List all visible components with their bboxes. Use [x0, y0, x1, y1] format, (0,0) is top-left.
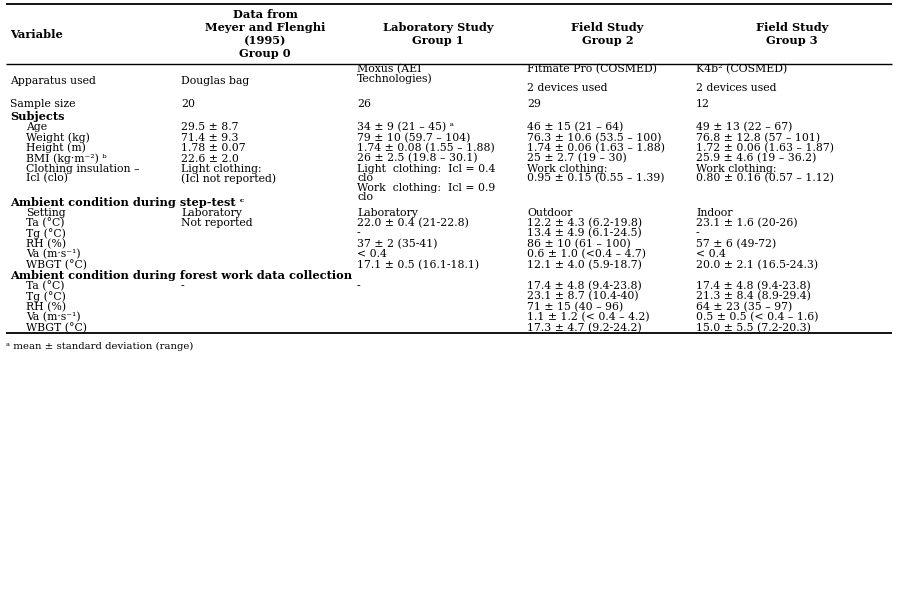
Text: 46 ± 15 (21 – 64): 46 ± 15 (21 – 64) [527, 122, 623, 132]
Text: Icl (clo): Icl (clo) [26, 173, 68, 184]
Text: 23.1 ± 1.6 (20-26): 23.1 ± 1.6 (20-26) [696, 218, 797, 228]
Text: Tg (°C): Tg (°C) [26, 291, 66, 302]
Text: Data from
Meyer and Flenghi
(1995)
Group 0: Data from Meyer and Flenghi (1995) Group… [205, 9, 325, 59]
Text: WBGT (°C): WBGT (°C) [26, 259, 87, 271]
Text: < 0.4: < 0.4 [357, 250, 387, 259]
Text: Douglas bag: Douglas bag [181, 76, 250, 86]
Text: 22.6 ± 2.0: 22.6 ± 2.0 [181, 154, 239, 163]
Text: Light clothing:: Light clothing: [181, 164, 261, 174]
Text: Va (m·s⁻¹): Va (m·s⁻¹) [26, 249, 81, 259]
Text: 21.3 ± 8.4 (8.9-29.4): 21.3 ± 8.4 (8.9-29.4) [696, 291, 811, 302]
Text: 20: 20 [181, 99, 195, 110]
Text: -: - [696, 228, 700, 239]
Text: Laboratory: Laboratory [181, 207, 242, 218]
Text: 29.5 ± 8.7: 29.5 ± 8.7 [181, 122, 239, 132]
Text: 1.74 ± 0.06 (1.63 – 1.88): 1.74 ± 0.06 (1.63 – 1.88) [527, 143, 665, 153]
Text: 86 ± 10 (61 – 100): 86 ± 10 (61 – 100) [527, 239, 630, 249]
Text: 71.4 ± 9.3: 71.4 ± 9.3 [181, 133, 239, 143]
Text: 20.0 ± 2.1 (16.5-24.3): 20.0 ± 2.1 (16.5-24.3) [696, 259, 818, 270]
Text: 25.9 ± 4.6 (19 – 36.2): 25.9 ± 4.6 (19 – 36.2) [696, 154, 816, 163]
Text: K4b² (COSMED): K4b² (COSMED) [696, 64, 788, 75]
Text: 1.78 ± 0.07: 1.78 ± 0.07 [181, 143, 246, 153]
Text: BMI (kg·m⁻²) ᵇ: BMI (kg·m⁻²) ᵇ [26, 153, 107, 164]
Text: 23.1 ± 8.7 (10.4-40): 23.1 ± 8.7 (10.4-40) [527, 291, 638, 302]
Text: Subjects: Subjects [10, 111, 65, 122]
Text: 2 devices used: 2 devices used [527, 83, 608, 93]
Text: Laboratory: Laboratory [357, 207, 418, 218]
Text: 71 ± 15 (40 – 96): 71 ± 15 (40 – 96) [527, 302, 623, 312]
Text: Weight (kg): Weight (kg) [26, 132, 90, 143]
Text: 25 ± 2.7 (19 – 30): 25 ± 2.7 (19 – 30) [527, 154, 627, 163]
Text: 17.3 ± 4.7 (9.2-24.2): 17.3 ± 4.7 (9.2-24.2) [527, 323, 642, 333]
Text: 2 devices used: 2 devices used [696, 83, 777, 93]
Text: Sample size: Sample size [10, 99, 75, 110]
Text: ᵃ mean ± standard deviation (range): ᵃ mean ± standard deviation (range) [6, 341, 193, 351]
Text: 34 ± 9 (21 – 45) ᵃ: 34 ± 9 (21 – 45) ᵃ [357, 122, 454, 132]
Text: Laboratory Study
Group 1: Laboratory Study Group 1 [383, 22, 493, 46]
Text: RH (%): RH (%) [26, 302, 66, 312]
Text: 15.0 ± 5.5 (7.2-20.3): 15.0 ± 5.5 (7.2-20.3) [696, 323, 811, 333]
Text: Ta (°C): Ta (°C) [26, 280, 65, 291]
Text: Moxus (AEI: Moxus (AEI [357, 64, 421, 75]
Text: 22.0 ± 0.4 (21-22.8): 22.0 ± 0.4 (21-22.8) [357, 218, 469, 228]
Text: 26 ± 2.5 (19.8 – 30.1): 26 ± 2.5 (19.8 – 30.1) [357, 154, 478, 163]
Text: clo: clo [357, 193, 373, 203]
Text: RH (%): RH (%) [26, 239, 66, 249]
Text: Ta (°C): Ta (°C) [26, 218, 65, 228]
Text: < 0.4: < 0.4 [696, 250, 726, 259]
Text: Height (m): Height (m) [26, 143, 86, 154]
Text: WBGT (°C): WBGT (°C) [26, 323, 87, 333]
Text: Not reported: Not reported [181, 218, 252, 228]
Text: 76.8 ± 12.8 (57 – 101): 76.8 ± 12.8 (57 – 101) [696, 132, 820, 143]
Text: Setting: Setting [26, 207, 66, 218]
Text: Light  clothing:  Icl = 0.4: Light clothing: Icl = 0.4 [357, 164, 496, 174]
Text: 0.5 ± 0.5 (< 0.4 – 1.6): 0.5 ± 0.5 (< 0.4 – 1.6) [696, 312, 818, 323]
Text: 17.4 ± 4.8 (9.4-23.8): 17.4 ± 4.8 (9.4-23.8) [696, 281, 811, 291]
Text: Ambient condition during step-test ᶜ: Ambient condition during step-test ᶜ [10, 196, 244, 207]
Text: Work  clothing:  Icl = 0.9: Work clothing: Icl = 0.9 [357, 183, 496, 193]
Text: Age: Age [26, 122, 47, 132]
Text: 57 ± 6 (49-72): 57 ± 6 (49-72) [696, 239, 776, 249]
Text: Variable: Variable [10, 29, 63, 40]
Text: 12: 12 [696, 99, 710, 110]
Text: 17.4 ± 4.8 (9.4-23.8): 17.4 ± 4.8 (9.4-23.8) [527, 281, 642, 291]
Text: Tg (°C): Tg (°C) [26, 228, 66, 239]
Text: Indoor: Indoor [696, 207, 733, 218]
Text: 12.1 ± 4.0 (5.9-18.7): 12.1 ± 4.0 (5.9-18.7) [527, 259, 642, 270]
Text: clo: clo [357, 173, 373, 184]
Text: 64 ± 23 (35 – 97): 64 ± 23 (35 – 97) [696, 302, 792, 312]
Text: Technologies): Technologies) [357, 73, 433, 84]
Text: Outdoor: Outdoor [527, 207, 572, 218]
Text: Field Study
Group 3: Field Study Group 3 [756, 22, 828, 46]
Text: 29: 29 [527, 99, 541, 110]
Text: 0.6 ± 1.0 (<0.4 – 4.7): 0.6 ± 1.0 (<0.4 – 4.7) [527, 249, 646, 259]
Text: Work clothing:: Work clothing: [527, 164, 608, 174]
Text: 1.74 ± 0.08 (1.55 – 1.88): 1.74 ± 0.08 (1.55 – 1.88) [357, 143, 495, 153]
Text: 37 ± 2 (35-41): 37 ± 2 (35-41) [357, 239, 437, 249]
Text: 17.1 ± 0.5 (16.1-18.1): 17.1 ± 0.5 (16.1-18.1) [357, 259, 480, 270]
Text: Field Study
Group 2: Field Study Group 2 [571, 22, 644, 46]
Text: 1.1 ± 1.2 (< 0.4 – 4.2): 1.1 ± 1.2 (< 0.4 – 4.2) [527, 312, 649, 323]
Text: 0.95 ± 0.15 (0.55 – 1.39): 0.95 ± 0.15 (0.55 – 1.39) [527, 173, 665, 184]
Text: 79 ± 10 (59.7 – 104): 79 ± 10 (59.7 – 104) [357, 132, 471, 143]
Text: -: - [357, 281, 361, 291]
Text: Clothing insulation –: Clothing insulation – [26, 164, 139, 174]
Text: 49 ± 13 (22 – 67): 49 ± 13 (22 – 67) [696, 122, 792, 132]
Text: Work clothing:: Work clothing: [696, 164, 777, 174]
Text: Apparatus used: Apparatus used [10, 76, 96, 86]
Text: 0.80 ± 0.16 (0.57 – 1.12): 0.80 ± 0.16 (0.57 – 1.12) [696, 173, 834, 184]
Text: 26: 26 [357, 99, 371, 110]
Text: 13.4 ± 4.9 (6.1-24.5): 13.4 ± 4.9 (6.1-24.5) [527, 228, 642, 239]
Text: -: - [357, 228, 361, 239]
Text: Va (m·s⁻¹): Va (m·s⁻¹) [26, 312, 81, 323]
Text: -: - [181, 281, 185, 291]
Text: 12.2 ± 4.3 (6.2-19.8): 12.2 ± 4.3 (6.2-19.8) [527, 218, 642, 228]
Text: Fitmate Pro (COSMED): Fitmate Pro (COSMED) [527, 64, 657, 75]
Text: Ambient condition during forest work data collection: Ambient condition during forest work dat… [10, 270, 352, 281]
Text: 1.72 ± 0.06 (1.63 – 1.87): 1.72 ± 0.06 (1.63 – 1.87) [696, 143, 834, 153]
Text: 76.3 ± 10.6 (53.5 – 100): 76.3 ± 10.6 (53.5 – 100) [527, 132, 662, 143]
Text: (Icl not reported): (Icl not reported) [181, 173, 276, 184]
